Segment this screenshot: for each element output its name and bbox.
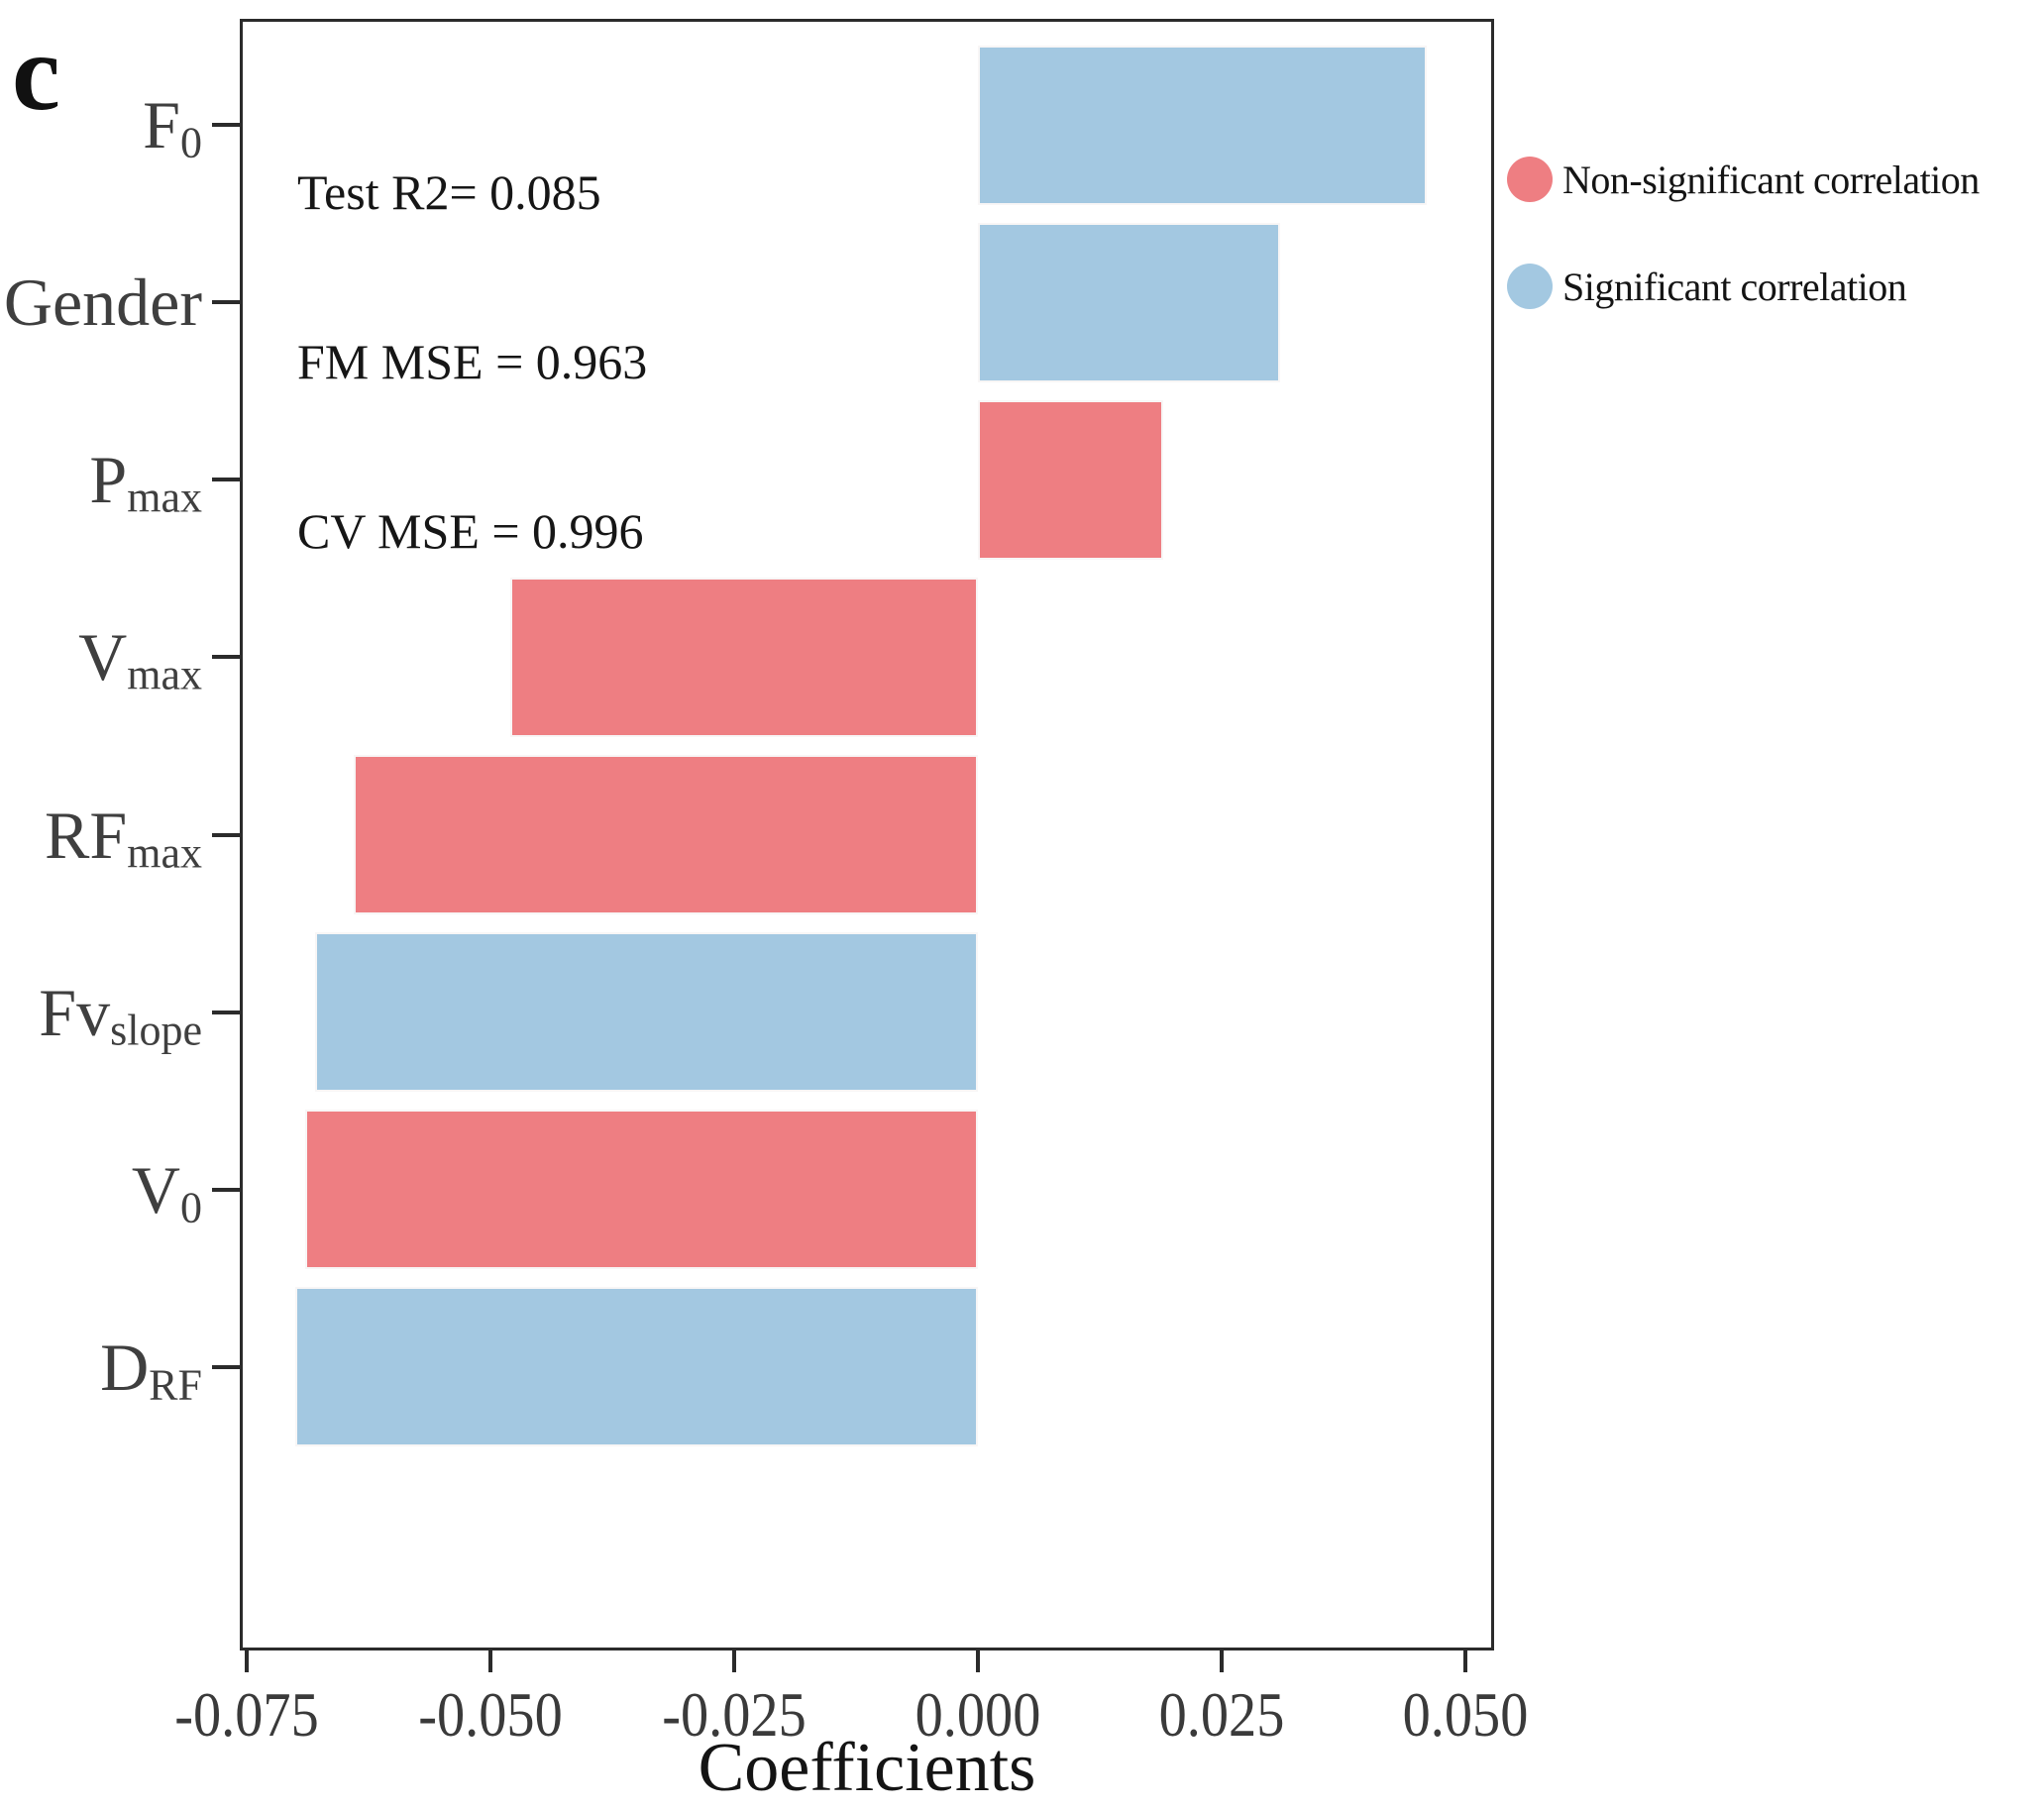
x-tick-label--0.050: -0.050 <box>418 1679 563 1750</box>
bars-layer <box>240 19 1494 1650</box>
y-label-main-Pmax: P <box>89 442 128 517</box>
legend-swatch-non-significant-icon <box>1507 157 1553 202</box>
x-tick--0.050 <box>488 1650 492 1672</box>
y-label-main-Gender: Gender <box>3 265 202 340</box>
x-axis-title: Coefficients <box>698 1730 1036 1806</box>
y-tick-Pmax <box>212 478 240 481</box>
stat-fm-mse: FM MSE = 0.963 <box>297 334 648 389</box>
x-tick--0.025 <box>732 1650 736 1672</box>
y-tick-RFmax <box>212 833 240 837</box>
y-label-Fvslope: Fvslope <box>39 968 202 1057</box>
y-label-RFmax: RFmax <box>45 791 202 880</box>
y-label-main-Fvslope: Fv <box>39 975 111 1050</box>
y-tick-F0 <box>212 123 240 127</box>
bar-Pmax <box>978 400 1163 560</box>
legend-label-significant: Significant correlation <box>1562 264 1907 309</box>
bar-F0 <box>978 46 1427 205</box>
bar-DRF <box>295 1287 979 1446</box>
x-tick-0.000 <box>976 1650 980 1672</box>
y-label-main-V0: V <box>131 1152 180 1227</box>
x-tick-label--0.075: -0.075 <box>174 1679 319 1750</box>
y-label-V0: V0 <box>132 1145 202 1234</box>
bar-Vmax <box>509 578 978 737</box>
stat-test-r2: Test R2= 0.085 <box>297 164 601 220</box>
y-label-main-DRF: D <box>100 1330 150 1405</box>
y-label-Gender: Gender <box>4 258 202 347</box>
y-label-main-Vmax: V <box>78 619 128 694</box>
legend-item-non-significant: Non-significant correlation <box>1507 149 1980 210</box>
y-label-Vmax: Vmax <box>78 612 202 701</box>
y-label-sub-Pmax: max <box>127 473 202 522</box>
panel-letter: c <box>12 12 60 133</box>
y-label-main-RFmax: RF <box>45 798 128 873</box>
x-tick-label--0.025: -0.025 <box>662 1679 807 1750</box>
stat-cv-mse: CV MSE = 0.996 <box>297 503 644 559</box>
legend-swatch-significant-icon <box>1507 264 1553 309</box>
y-axis-labels: F0 Gender Pmax Vmax RFmax Fvslope V0 DRF <box>0 0 240 1810</box>
x-tick--0.075 <box>245 1650 249 1672</box>
y-label-Pmax: Pmax <box>89 435 202 524</box>
x-tick-label-0.000: 0.000 <box>914 1679 1041 1750</box>
y-label-sub-F0: 0 <box>180 118 202 167</box>
y-label-sub-Fvslope: slope <box>110 1006 202 1055</box>
bar-V0 <box>305 1110 979 1269</box>
y-label-sub-V0: 0 <box>180 1183 202 1232</box>
legend-label-non-significant: Non-significant correlation <box>1562 157 1980 202</box>
x-tick-0.025 <box>1220 1650 1224 1672</box>
y-label-DRF: DRF <box>100 1323 202 1412</box>
y-tick-V0 <box>212 1188 240 1192</box>
y-label-F0: F0 <box>143 80 202 169</box>
bar-Gender <box>978 223 1280 382</box>
x-tick-label-0.050: 0.050 <box>1402 1679 1529 1750</box>
bar-RFmax <box>354 755 979 914</box>
x-tick-0.050 <box>1463 1650 1467 1672</box>
y-label-sub-Vmax: max <box>127 650 202 699</box>
model-stats-annotation: Test R2= 0.085 FM MSE = 0.963 CV MSE = 0… <box>297 52 647 673</box>
x-tick-label-0.025: 0.025 <box>1158 1679 1285 1750</box>
legend-item-significant: Significant correlation <box>1507 256 1907 317</box>
y-tick-Gender <box>212 300 240 304</box>
y-tick-Vmax <box>212 655 240 659</box>
y-label-sub-DRF: RF <box>149 1360 202 1410</box>
y-tick-DRF <box>212 1365 240 1369</box>
y-tick-Fvslope <box>212 1011 240 1014</box>
y-label-main-F0: F <box>143 87 180 162</box>
y-label-sub-RFmax: max <box>127 828 202 878</box>
bar-Fvslope <box>314 932 978 1092</box>
